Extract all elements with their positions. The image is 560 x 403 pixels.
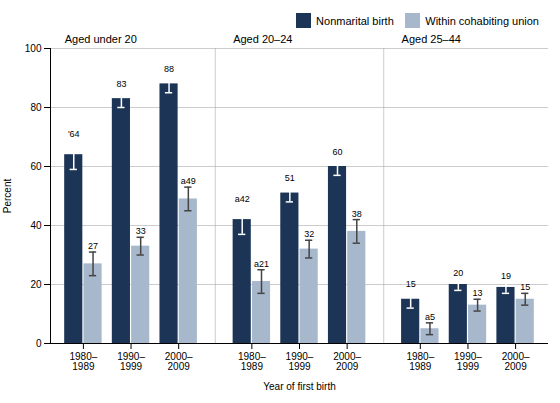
svg-text:a5: a5 [425, 312, 435, 322]
svg-text:40: 40 [30, 220, 42, 231]
svg-text:2000–2009: 2000–2009 [333, 351, 361, 372]
svg-text:60: 60 [332, 147, 342, 157]
svg-text:1990–1999: 1990–1999 [454, 351, 482, 372]
svg-text:27: 27 [88, 241, 98, 251]
svg-text:Aged 20–24: Aged 20–24 [233, 33, 292, 45]
svg-text:38: 38 [352, 209, 362, 219]
svg-text:1990–1999: 1990–1999 [117, 351, 145, 372]
svg-text:1980–1989: 1980–1989 [69, 351, 97, 372]
svg-text:15: 15 [520, 282, 530, 292]
svg-text:19: 19 [501, 271, 511, 281]
svg-text:a42: a42 [235, 194, 250, 204]
svg-text:13: 13 [473, 288, 483, 298]
svg-text:Aged 25–44: Aged 25–44 [402, 33, 461, 45]
svg-text:15: 15 [406, 279, 416, 289]
svg-text:60: 60 [30, 161, 42, 172]
svg-text:'64: '64 [68, 129, 80, 139]
svg-text:20: 20 [30, 279, 42, 290]
svg-text:Year of first birth: Year of first birth [263, 381, 335, 392]
svg-text:Percent: Percent [2, 179, 13, 214]
svg-text:51: 51 [285, 173, 295, 183]
svg-text:32: 32 [304, 229, 314, 239]
svg-text:a21: a21 [254, 259, 269, 269]
svg-text:0: 0 [36, 338, 42, 349]
svg-text:1990–1999: 1990–1999 [286, 351, 314, 372]
svg-text:33: 33 [136, 226, 146, 236]
svg-text:1980–1989: 1980–1989 [406, 351, 434, 372]
svg-text:a49: a49 [181, 176, 196, 186]
svg-text:83: 83 [116, 79, 126, 89]
svg-text:Aged under 20: Aged under 20 [65, 33, 137, 45]
svg-text:20: 20 [453, 268, 463, 278]
html-text:Nonmarital birth: Nonmarital birth [316, 14, 394, 27]
svg-text:1980–1989: 1980–1989 [238, 351, 266, 372]
svg-text:100: 100 [25, 43, 42, 54]
svg-text:88: 88 [164, 64, 174, 74]
svg-text:2000–2009: 2000–2009 [165, 351, 193, 372]
html-text:Within cohabiting union: Within cohabiting union [425, 14, 539, 27]
svg-text:80: 80 [30, 102, 42, 113]
svg-text:2000–2009: 2000–2009 [502, 351, 530, 372]
